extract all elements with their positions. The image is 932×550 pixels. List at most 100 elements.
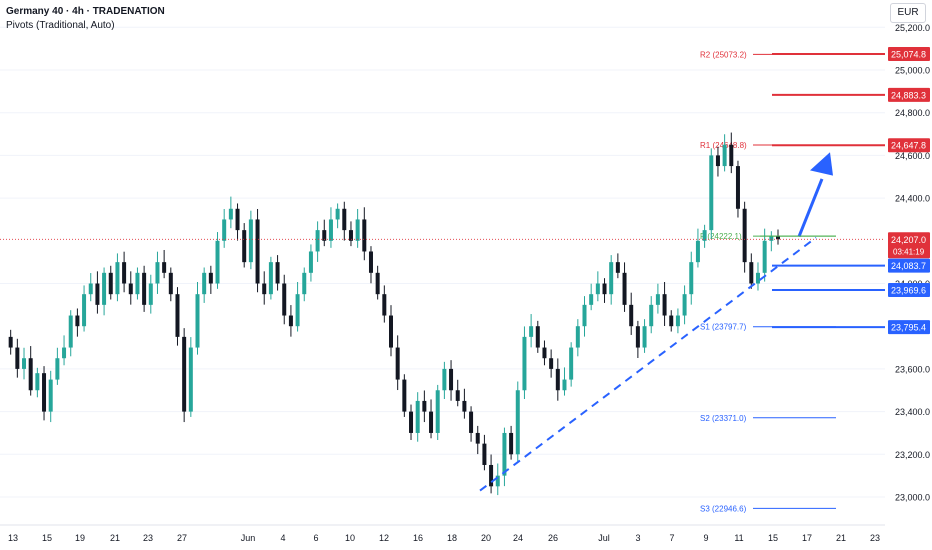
candle-body — [42, 373, 47, 412]
candle-body — [282, 283, 287, 316]
candle-body — [275, 262, 280, 284]
candle-body — [542, 347, 547, 359]
level-badge — [888, 87, 930, 102]
x-tick-label: 26 — [548, 533, 558, 543]
candle-body — [422, 400, 427, 412]
candle-body — [689, 262, 694, 295]
candle-body — [308, 251, 313, 273]
candle-body — [135, 272, 140, 295]
level-badge-label: 24,647.8 — [891, 141, 926, 151]
candle-body — [235, 208, 240, 231]
candle-body — [288, 315, 293, 327]
candle-body — [735, 166, 740, 209]
candle-body — [755, 272, 760, 284]
candle-body — [108, 272, 113, 295]
candle-body — [155, 262, 160, 284]
candle-body — [382, 294, 387, 316]
candle-body — [555, 368, 560, 391]
candle-body — [415, 400, 420, 433]
y-tick-label: 24,400.0 — [895, 194, 930, 204]
candle-body — [529, 326, 534, 337]
candle-body — [482, 443, 487, 465]
y-tick-label: 23,600.0 — [895, 364, 930, 374]
candle-body — [722, 144, 727, 167]
x-tick-label: 23 — [870, 533, 880, 543]
candle-body — [569, 347, 574, 380]
candle-body — [769, 236, 774, 241]
candle-body — [95, 283, 100, 305]
x-tick-label: 13 — [8, 533, 18, 543]
candle-body — [22, 358, 27, 369]
candle-body — [489, 464, 494, 487]
candle-body — [595, 283, 600, 295]
pivot-label: S1 (23797.7) — [700, 323, 747, 332]
x-tick-label: 19 — [75, 533, 85, 543]
x-tick-label: 21 — [110, 533, 120, 543]
x-tick-label: Jul — [598, 533, 610, 543]
candle-body — [395, 347, 400, 380]
x-tick-label: 24 — [513, 533, 523, 543]
candle-body — [502, 432, 507, 476]
candle-body — [222, 219, 227, 241]
candle-body — [262, 283, 267, 295]
x-tick-label: 16 — [413, 533, 423, 543]
y-tick-label: 23,200.0 — [895, 450, 930, 460]
x-tick-label: 17 — [802, 533, 812, 543]
candle-body — [202, 272, 207, 295]
candle-body — [589, 294, 594, 305]
candle-body — [348, 230, 353, 241]
x-tick-label: 10 — [345, 533, 355, 543]
candle-body — [115, 262, 120, 295]
candle-body — [642, 326, 647, 348]
candle-body — [335, 208, 340, 220]
candle-body — [302, 272, 307, 295]
candle-body — [449, 368, 454, 391]
currency-button[interactable]: EUR — [890, 3, 926, 23]
price-axis: 25,200.0 25,000.0 24,800.0 24,600.0 24,400.0… — [888, 23, 930, 503]
x-tick-label: 27 — [177, 533, 187, 543]
candle-body — [609, 262, 614, 295]
candle-body — [749, 262, 754, 284]
candle-body — [469, 411, 474, 433]
level-badge — [888, 258, 930, 273]
countdown-label: 03:41:19 — [893, 247, 925, 256]
candle-body — [522, 336, 527, 391]
chart-title: Germany 40 · 4h · TRADENATION — [6, 6, 165, 17]
indicator-label[interactable]: Pivots (Traditional, Auto) — [6, 20, 115, 31]
last-price-badge — [888, 232, 930, 259]
candle-body — [729, 144, 734, 167]
candle-body — [55, 358, 60, 380]
x-tick-label: 6 — [313, 533, 318, 543]
candle-body — [342, 208, 347, 231]
x-tick-label: 15 — [42, 533, 52, 543]
time-axis: 13 15 19 21 23 27 Jun 4 6 10 12 16 18 20 24 26 Jul 3 7 9 11 1… — [0, 524, 885, 543]
candle-body — [709, 155, 714, 231]
candle-body — [148, 283, 153, 305]
candle-body — [375, 272, 380, 295]
level-badge-label: 23,969.6 — [891, 285, 926, 295]
candle-body — [762, 240, 767, 273]
candle-body — [655, 294, 660, 305]
x-tick-label: 15 — [768, 533, 778, 543]
candle-body — [776, 236, 780, 240]
candle-body — [362, 219, 367, 252]
candle-body — [168, 272, 173, 295]
candle-body — [662, 294, 667, 316]
candle-body — [695, 240, 700, 263]
candle-body — [188, 347, 193, 412]
level-badge-label: 24,083.7 — [891, 261, 926, 271]
candle-body — [48, 379, 53, 412]
candle-body — [629, 304, 634, 327]
level-badge-label: 23,795.4 — [891, 323, 926, 333]
y-tick-label: 23,400.0 — [895, 407, 930, 417]
candle-body — [142, 272, 147, 305]
level-badge — [888, 282, 930, 297]
candle-body — [248, 219, 253, 263]
x-tick-label: 20 — [481, 533, 491, 543]
x-tick-label: 3 — [635, 533, 640, 543]
candle-body — [435, 390, 440, 433]
candle-body — [615, 262, 620, 273]
candle-body — [442, 368, 447, 391]
candle-body — [622, 272, 627, 305]
